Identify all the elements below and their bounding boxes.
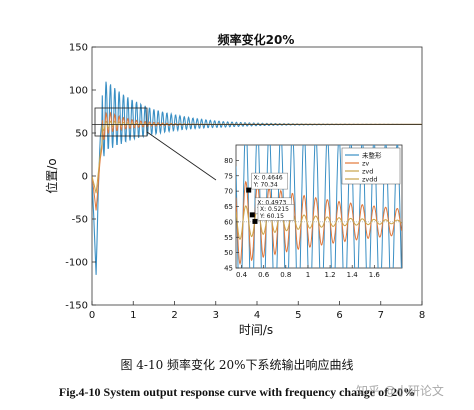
y-axis-label: 位置/o (44, 158, 59, 193)
x-tick-label: 2 (171, 310, 177, 321)
inset-y-tick-label: 80 (224, 157, 233, 165)
figure-caption-english: Fig.4-10 System output response curve wi… (58, 385, 416, 399)
y-tick-label: -50 (72, 215, 88, 226)
x-axis-label: 时间/s (239, 323, 273, 337)
legend-label: zv (362, 160, 369, 168)
y-tick-label: 150 (69, 43, 88, 54)
datatip-text: X: 0.4973 (257, 199, 286, 206)
zoom-region-box (94, 107, 148, 137)
inset-y-tick-label: 75 (224, 172, 233, 180)
inset-y-tick-label: 60 (224, 218, 233, 226)
datatip-text: X: 0.4646 (254, 175, 283, 182)
inset-x-tick-label: 1.2 (324, 271, 335, 279)
x-tick-label: 6 (336, 310, 342, 321)
x-tick-label: 7 (378, 310, 384, 321)
watermark: 知乎 @小研论文 (356, 384, 444, 398)
y-tick-label: 100 (69, 86, 88, 97)
inset-x-tick-label: 1.4 (347, 271, 359, 279)
inset-y-tick-label: 65 (224, 203, 233, 211)
y-tick-label: -100 (65, 258, 88, 269)
inset-x-tick-label: 0.6 (258, 271, 270, 279)
legend-label: zvd (362, 168, 373, 176)
datatip-box (251, 172, 288, 190)
legend-label: 未整形 (362, 151, 382, 160)
x-tick-label: 1 (130, 310, 136, 321)
inset-y-tick-label: 45 (224, 265, 233, 273)
inset-x-tick-label: 0.4 (236, 271, 248, 279)
inset-x-tick-label: 1 (306, 271, 310, 279)
x-tick-label: 5 (295, 310, 301, 321)
legend-label: zvdd (362, 176, 378, 184)
datatip-text: Y: 70.34 (253, 182, 278, 189)
legend-box (341, 147, 401, 185)
inset-x-tick-label: 0.8 (280, 271, 291, 279)
chart-title: 频率变化20% (218, 32, 295, 47)
datatip-box (257, 204, 295, 221)
datatip-marker (252, 218, 258, 224)
x-tick-label: 3 (213, 310, 219, 321)
x-tick-label: 4 (254, 310, 260, 321)
datatip-marker (246, 187, 252, 193)
inset-plot: 0.4 0.6 0.8 1 1.2 1.4 1.6 45 50 55 60 65 70 75 80 X: 0… (224, 144, 403, 279)
y-tick-label: -150 (65, 301, 88, 312)
x-tick-label: 0 (89, 310, 95, 321)
y-tick-label: 0 (82, 172, 88, 183)
inset-series-line-2 (236, 205, 402, 241)
datatip-text: Y: 60.15 (259, 213, 284, 220)
inset-y-tick-label: 70 (224, 188, 233, 196)
figure-caption-chinese: 图 4-10 频率变化 20%下系统输出响应曲线 (120, 358, 354, 372)
zoom-connector-line (146, 131, 217, 181)
inset-x-tick-label: 1.6 (369, 271, 381, 279)
y-tick-label: 50 (75, 129, 88, 140)
inset-y-tick-label: 50 (224, 249, 233, 257)
datatip-text: X: 0.5215 (260, 206, 289, 213)
inset-y-tick-label: 55 (224, 234, 233, 242)
datatip-marker (249, 212, 255, 218)
x-tick-label: 8 (419, 310, 425, 321)
